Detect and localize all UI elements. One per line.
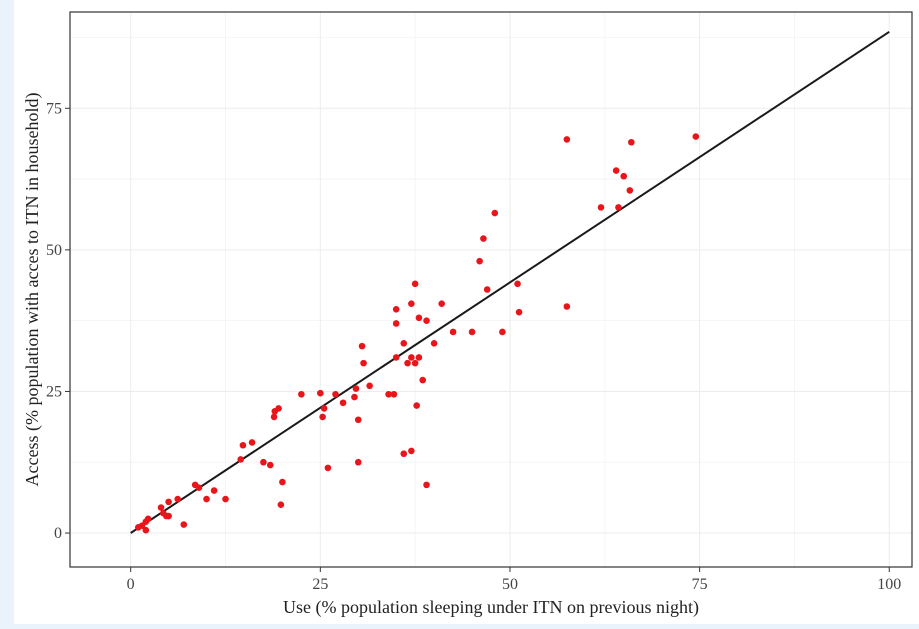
data-point: [237, 456, 244, 463]
x-tick-label: 50: [502, 576, 518, 593]
data-point: [210, 487, 218, 494]
data-point: [165, 512, 172, 520]
data-point: [260, 458, 267, 466]
data-point: [248, 439, 256, 446]
y-axis-title: Access (% population with acces to ITN i…: [22, 93, 43, 487]
data-point: [400, 340, 408, 347]
data-point: [615, 204, 622, 211]
data-point: [320, 405, 328, 412]
data-point: [275, 405, 282, 412]
data-point: [354, 416, 362, 424]
plot-panel-border: [69, 11, 913, 568]
data-point: [411, 359, 419, 367]
data-points: [134, 133, 700, 534]
data-point: [354, 458, 362, 466]
y-tick-label: 75: [46, 100, 62, 117]
data-point: [351, 393, 358, 401]
data-point: [392, 354, 400, 361]
data-point: [277, 501, 285, 509]
x-axis-ticks: 0 25 50 75 100: [127, 567, 901, 593]
data-point: [419, 376, 427, 384]
data-point: [499, 328, 506, 336]
data-point: [385, 390, 392, 398]
data-point: [404, 359, 411, 367]
data-point: [597, 204, 605, 211]
data-point: [408, 354, 415, 361]
y-axis-ticks: 0 25 50 75: [46, 100, 70, 542]
y-tick-label: 0: [54, 525, 62, 542]
x-tick-label: 0: [127, 576, 135, 593]
data-point: [222, 495, 229, 503]
grid-lines: [70, 12, 912, 567]
data-point: [468, 328, 476, 336]
data-point: [174, 495, 182, 503]
data-point: [366, 382, 373, 390]
data-point: [180, 521, 188, 528]
data-point: [332, 390, 339, 398]
data-point: [270, 413, 278, 421]
data-point: [449, 328, 457, 336]
data-point: [480, 235, 487, 242]
x-tick-label: 100: [877, 576, 901, 593]
data-point: [298, 390, 305, 398]
x-tick-label: 75: [692, 576, 708, 593]
data-point: [408, 447, 415, 455]
data-point: [515, 308, 523, 316]
data-point: [279, 478, 286, 486]
data-point: [415, 314, 423, 322]
data-point: [563, 303, 571, 310]
data-point: [413, 402, 420, 409]
data-point: [142, 526, 150, 534]
data-point: [491, 209, 499, 217]
data-point: [157, 504, 165, 511]
data-point: [195, 484, 203, 492]
data-point: [415, 354, 423, 361]
data-point: [476, 257, 483, 265]
data-point: [390, 390, 398, 398]
data-point: [324, 464, 332, 472]
x-axis-title: Use (% population sleeping under ITN on …: [283, 597, 699, 618]
data-point: [408, 300, 415, 307]
data-point: [411, 280, 419, 288]
data-point: [438, 300, 445, 307]
data-point: [483, 286, 491, 293]
data-point: [430, 340, 438, 347]
data-point: [317, 389, 324, 397]
data-point: [142, 518, 150, 525]
data-point: [423, 481, 430, 489]
data-point: [392, 306, 400, 313]
data-point: [358, 342, 366, 350]
data-point: [400, 450, 408, 458]
scatter-chart: 0 25 50 75 100 0 25 50 75 Use (% population sle…: [22, 11, 913, 618]
data-point: [239, 441, 247, 449]
fit-line: [130, 30, 890, 534]
data-point: [692, 133, 700, 140]
x-tick-label: 25: [312, 576, 328, 593]
data-point: [319, 413, 326, 421]
data-point: [563, 136, 571, 143]
data-point: [360, 359, 367, 367]
data-point: [165, 498, 172, 506]
data-point: [266, 461, 274, 469]
data-point: [626, 187, 634, 194]
data-point: [339, 399, 347, 407]
y-tick-label: 25: [46, 383, 62, 400]
plot-panel: [70, 12, 912, 567]
data-point: [628, 138, 635, 146]
data-point: [612, 167, 620, 174]
data-point: [352, 385, 360, 392]
data-point: [203, 495, 210, 503]
data-point: [620, 172, 628, 180]
fit-line-layer: [130, 30, 890, 534]
y-tick-label: 50: [46, 242, 62, 259]
data-point: [392, 320, 400, 327]
plot-card: 0 25 50 75 100 0 25 50 75 Use (% population sle…: [14, 0, 919, 624]
data-point: [514, 280, 521, 288]
data-point: [423, 317, 430, 324]
